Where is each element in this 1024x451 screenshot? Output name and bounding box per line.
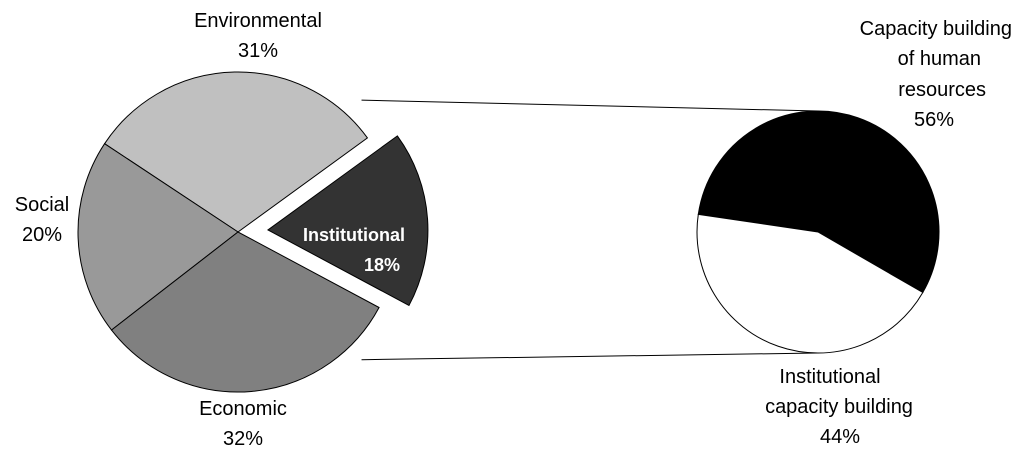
sub-slice-label-human-resources-line1: Capacity building xyxy=(860,18,1012,40)
slice-label-economic: Economic xyxy=(199,398,287,420)
slice-value-social: 20% xyxy=(22,224,62,246)
sub-slice-value-institutional-capacity: 44% xyxy=(820,426,860,448)
slice-label-environmental: Environmental xyxy=(194,10,322,32)
breakdown-pie xyxy=(697,111,939,353)
sub-slice-label-human-resources-line3: resources xyxy=(898,79,986,101)
sub-slice-label-institutional-capacity-line1: Institutional xyxy=(779,366,880,388)
connector-line-top xyxy=(362,100,818,111)
sub-slice-value-human-resources: 56% xyxy=(914,109,954,131)
sub-slice-label-human-resources-line2: of human xyxy=(898,48,981,70)
slice-label-social: Social xyxy=(15,194,69,216)
slice-value-environmental: 31% xyxy=(238,40,278,62)
connector-line-bottom xyxy=(362,353,818,360)
slice-value-institutional: 18% xyxy=(364,255,400,275)
sub-slice-label-institutional-capacity-line2: capacity building xyxy=(765,396,913,418)
slice-value-economic: 32% xyxy=(223,428,263,450)
slice-label-institutional: Institutional xyxy=(303,225,405,245)
